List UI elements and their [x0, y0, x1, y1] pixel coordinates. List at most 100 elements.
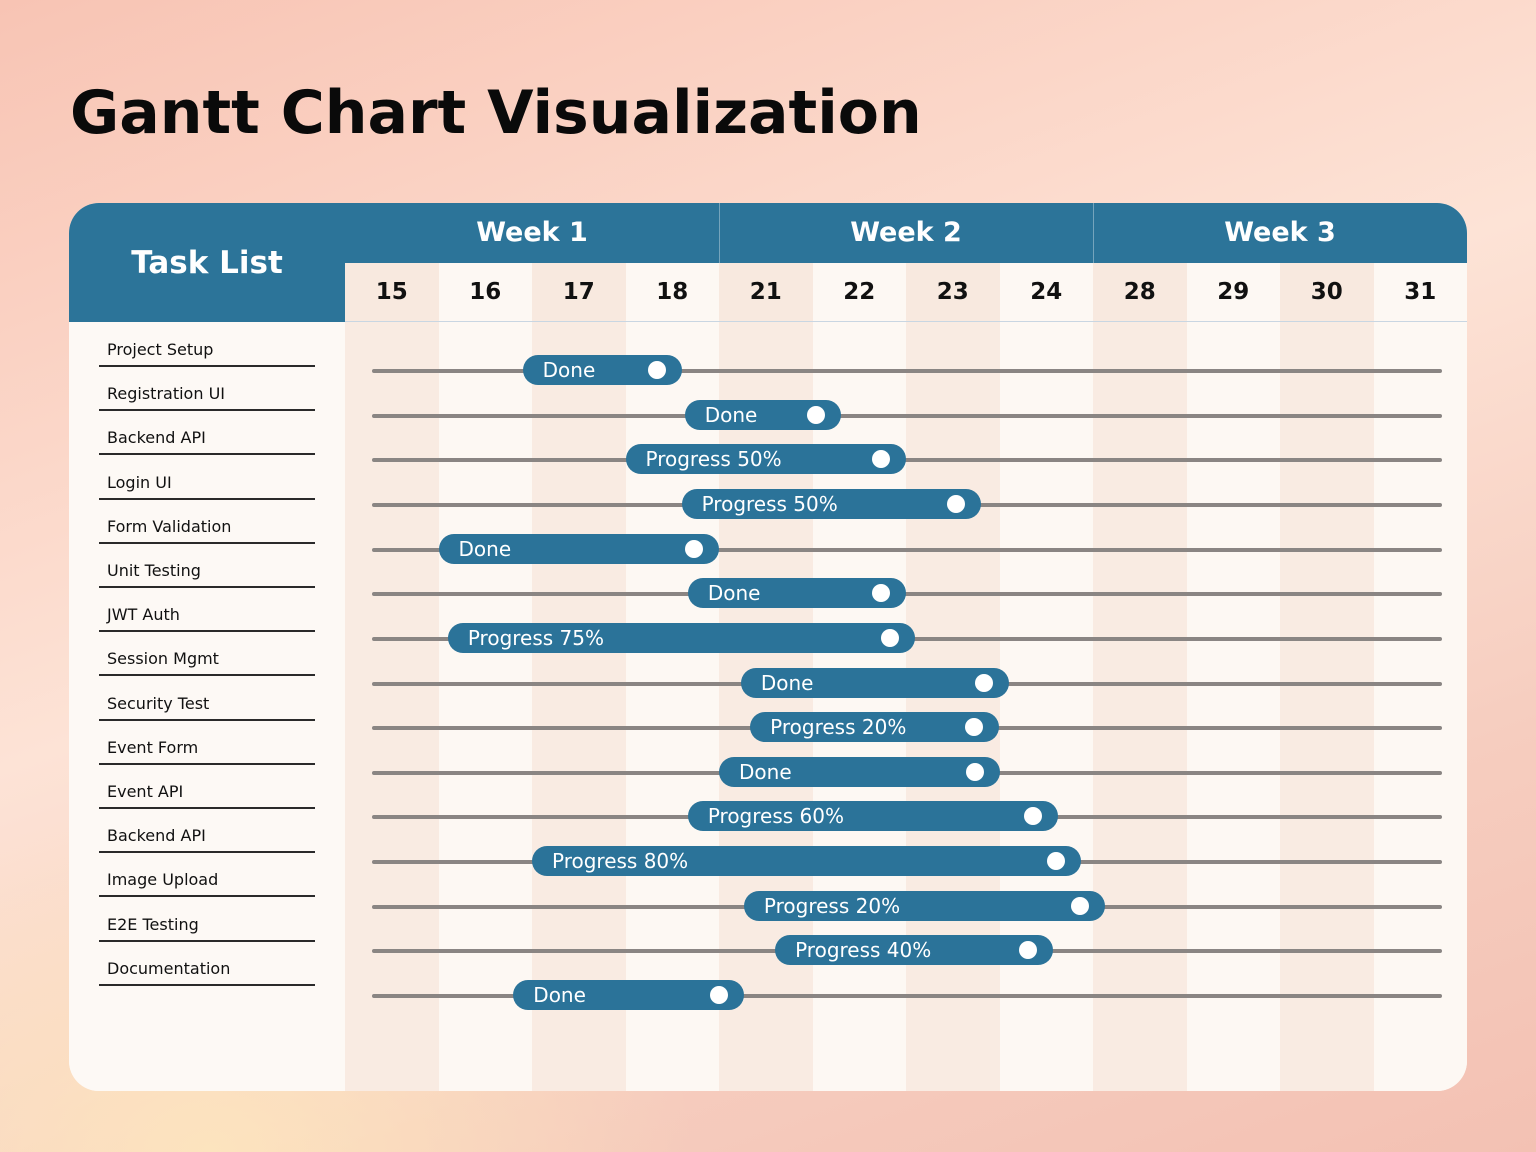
week-separator — [719, 203, 720, 263]
task-row-divider — [99, 409, 315, 412]
week-label: Week 2 — [850, 217, 962, 248]
task-bar[interactable]: Done — [438, 533, 719, 564]
task-row-divider — [99, 453, 315, 456]
task-bar[interactable]: Progress 60% — [687, 801, 1058, 832]
task-bar[interactable]: Done — [513, 980, 744, 1010]
day-header-cell — [1280, 263, 1374, 322]
task-bar-status: Progress 75% — [467, 625, 605, 650]
day-label: 16 — [469, 279, 502, 305]
task-bar-handle[interactable] — [1070, 896, 1089, 915]
task-track — [372, 592, 1442, 597]
task-bar[interactable]: Progress 75% — [447, 622, 916, 653]
task-label: Backend API — [107, 826, 206, 846]
day-column — [532, 322, 626, 1091]
task-label: JWT Auth — [107, 605, 180, 625]
gantt-card: Week 1 Week 2 Week 3 15 16 17 18 21 22 23 24 28 29 3… — [69, 203, 1467, 1091]
task-track — [372, 547, 1442, 552]
day-label: 24 — [1030, 279, 1063, 305]
task-label: Project Setup — [107, 340, 214, 359]
task-bar[interactable]: Progress 20% — [750, 712, 1000, 743]
task-label: Event API — [107, 782, 184, 801]
task-bar-handle[interactable] — [965, 718, 984, 737]
day-header-cell — [812, 263, 906, 322]
task-label: Security Test — [107, 693, 210, 713]
task-label: Form Validation — [107, 516, 232, 536]
task-bar-status: Progress 60% — [707, 804, 844, 829]
task-label: Unit Testing — [107, 561, 201, 580]
task-bar[interactable]: Progress 80% — [532, 846, 1082, 877]
week-separator — [1093, 203, 1094, 263]
day-column — [1280, 322, 1374, 1091]
task-row-divider — [99, 895, 315, 898]
task-bar-handle[interactable] — [974, 673, 993, 692]
task-label: E2E Testing — [107, 914, 199, 934]
day-label: 22 — [843, 279, 876, 305]
task-bar[interactable]: Done — [687, 578, 906, 609]
day-column — [719, 322, 813, 1091]
task-bar-handle[interactable] — [709, 986, 728, 1004]
day-header-cell — [999, 263, 1093, 322]
week-label: Week 1 — [476, 217, 588, 248]
task-bar-handle[interactable] — [871, 584, 890, 603]
task-bar[interactable]: Progress 50% — [681, 488, 981, 519]
task-bar[interactable]: Done — [740, 667, 1009, 698]
day-label: 21 — [749, 279, 782, 305]
task-bar-handle[interactable] — [965, 762, 984, 781]
task-bar[interactable]: Done — [522, 355, 682, 385]
task-track — [372, 994, 1442, 998]
task-bar-handle[interactable] — [647, 361, 666, 379]
task-bar-handle[interactable] — [872, 450, 890, 469]
day-label: 15 — [375, 279, 408, 305]
task-bar-handle[interactable] — [1019, 941, 1038, 960]
task-bar-status: Done — [458, 536, 512, 561]
week-label: Week 3 — [1224, 217, 1336, 248]
day-column — [625, 322, 719, 1091]
day-label: 23 — [936, 279, 969, 305]
day-label: 29 — [1217, 279, 1250, 305]
task-bar-status: Done — [739, 759, 792, 784]
task-bar[interactable]: Done — [684, 399, 841, 430]
task-bar-handle[interactable] — [881, 628, 900, 647]
day-header-cell — [1186, 263, 1280, 322]
day-column — [1093, 322, 1187, 1091]
day-label: 31 — [1404, 279, 1437, 305]
day-column — [438, 322, 532, 1091]
task-row-divider — [99, 365, 315, 367]
day-label: 28 — [1123, 279, 1156, 305]
task-track — [372, 458, 1442, 463]
task-bar-status: Progress 50% — [701, 491, 838, 516]
day-label: 17 — [562, 279, 595, 305]
task-row-divider — [99, 851, 315, 854]
task-label: Session Mgmt — [107, 649, 219, 669]
task-bar-handle[interactable] — [946, 494, 965, 513]
day-header-cell — [345, 263, 439, 322]
task-row-divider — [99, 674, 315, 677]
day-label: 30 — [1310, 279, 1343, 305]
task-bar-handle[interactable] — [1047, 852, 1066, 871]
task-list-header: Task List — [69, 203, 345, 322]
day-column — [906, 322, 1000, 1091]
task-list-panel — [69, 322, 345, 1091]
task-bar-handle[interactable] — [685, 539, 703, 558]
page-title: Gantt Chart Visualization — [70, 78, 922, 148]
task-bar[interactable]: Progress 40% — [775, 935, 1054, 966]
task-bar[interactable]: Progress 50% — [625, 444, 906, 475]
task-label: Registration UI — [107, 384, 225, 404]
task-row-divider — [99, 807, 315, 809]
day-header-cell — [625, 263, 719, 322]
task-label: Event Form — [107, 737, 199, 757]
task-bar-status: Progress 20% — [763, 893, 901, 918]
task-bar[interactable]: Progress 20% — [743, 890, 1105, 921]
day-header-cell — [1373, 263, 1467, 322]
task-bar[interactable]: Done — [719, 756, 1000, 787]
task-bar-status: Done — [704, 402, 758, 427]
task-bar-handle[interactable] — [806, 405, 825, 424]
day-header-cell — [438, 263, 532, 322]
task-bar-status: Done — [707, 581, 761, 606]
day-header-cell — [719, 263, 813, 322]
task-bar-status: Progress 50% — [645, 447, 782, 472]
task-bar-handle[interactable] — [1023, 807, 1042, 826]
day-column — [999, 322, 1093, 1091]
day-header-cell — [532, 263, 626, 322]
task-bar-status: Done — [760, 670, 814, 695]
